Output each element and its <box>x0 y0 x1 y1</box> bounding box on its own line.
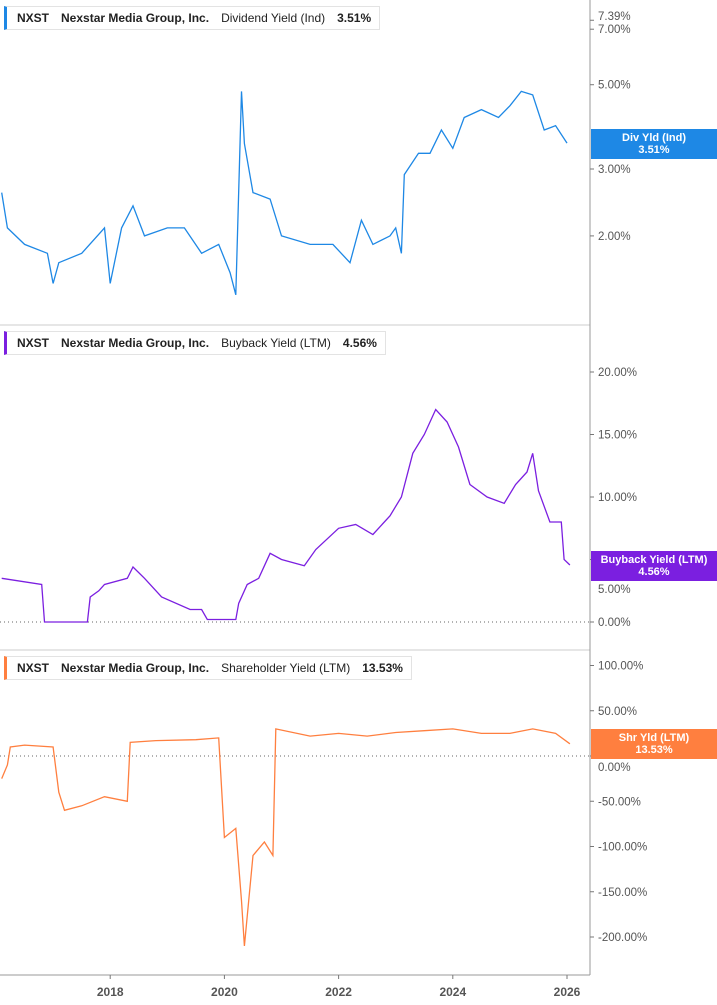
legend-shareholder-yield: NXST Nexstar Media Group, Inc. Shareholder… <box>4 656 412 680</box>
legend-ticker: NXST <box>17 11 50 25</box>
x-tick-label: 2020 <box>211 985 238 999</box>
tag-label: Buyback Yield (LTM) <box>600 554 708 566</box>
legend-ticker: NXST <box>17 336 50 350</box>
series-line <box>1 728 571 947</box>
y-tick-label: 7.00% <box>598 24 631 36</box>
legend-series: Shareholder Yield (LTM) <box>221 661 351 675</box>
y-tick-label: 100.00% <box>598 661 643 673</box>
legend-buyback-yield: NXST Nexstar Media Group, Inc. Buyback Yie… <box>4 331 386 355</box>
tag-value: 13.53% <box>635 744 673 756</box>
y-tick-label: -150.00% <box>598 887 647 899</box>
legend-value: 4.56% <box>342 336 377 350</box>
y-tick-label: 7.39% <box>598 11 631 23</box>
tag-label: Div Yld (Ind) <box>622 132 686 144</box>
y-tick-label: 5.00% <box>598 80 631 92</box>
legend-dividend-yield: NXST Nexstar Media Group, Inc. Dividend Yi… <box>4 6 381 30</box>
x-tick-label: 2018 <box>97 985 124 999</box>
y-tick-label: -200.00% <box>598 932 647 944</box>
value-tag-shareholder: Shr Yld (LTM) 13.53% <box>591 729 717 759</box>
x-tick-label: 2024 <box>439 985 466 999</box>
x-tick-label: 2026 <box>554 985 581 999</box>
y-tick-label: 0.00% <box>598 762 631 774</box>
y-tick-label: 3.00% <box>598 164 631 176</box>
y-tick-label: 20.00% <box>598 367 637 379</box>
y-tick-label: -100.00% <box>598 842 647 854</box>
series-line <box>1 90 568 295</box>
legend-company: Nexstar Media Group, Inc. <box>61 11 210 25</box>
value-tag-buyback: Buyback Yield (LTM) 4.56% <box>591 551 717 581</box>
legend-series: Dividend Yield (Ind) <box>221 11 326 25</box>
y-tick-label: -50.00% <box>598 796 641 808</box>
legend-company: Nexstar Media Group, Inc. <box>61 661 210 675</box>
y-tick-label: 2.00% <box>598 231 631 243</box>
series-line <box>1 408 571 623</box>
tag-value: 4.56% <box>638 566 670 578</box>
y-tick-label: 5.00% <box>598 584 631 596</box>
y-tick-label: 10.00% <box>598 492 637 504</box>
y-tick-label: 15.00% <box>598 430 637 442</box>
x-tick-label: 2022 <box>325 985 352 999</box>
legend-series: Buyback Yield (LTM) <box>221 336 331 350</box>
tag-value: 3.51% <box>638 144 670 156</box>
legend-value: 13.53% <box>362 661 403 675</box>
legend-value: 3.51% <box>337 11 372 25</box>
tag-label: Shr Yld (LTM) <box>618 732 690 744</box>
y-tick-label: 50.00% <box>598 706 637 718</box>
value-tag-dividend: Div Yld (Ind) 3.51% <box>591 129 717 159</box>
legend-ticker: NXST <box>17 661 50 675</box>
y-tick-label: 0.00% <box>598 617 631 629</box>
legend-company: Nexstar Media Group, Inc. <box>61 336 210 350</box>
